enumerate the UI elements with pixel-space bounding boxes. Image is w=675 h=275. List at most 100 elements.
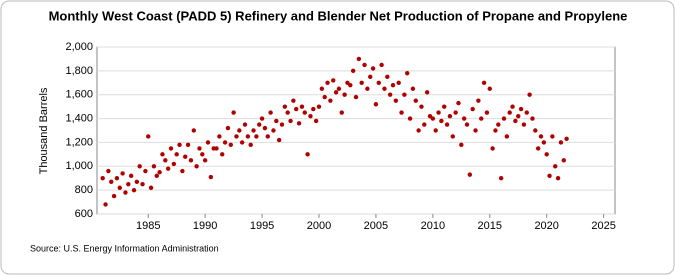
point [140, 181, 145, 187]
point [444, 122, 450, 127]
point [419, 104, 424, 109]
point [544, 152, 549, 157]
point [467, 172, 473, 177]
point [410, 86, 416, 91]
point [399, 110, 404, 115]
point [313, 118, 319, 124]
point [291, 98, 296, 103]
point [530, 116, 535, 121]
point [405, 71, 410, 76]
point [430, 116, 436, 121]
point [191, 128, 196, 133]
point [271, 128, 276, 133]
point [126, 181, 131, 187]
point [285, 110, 290, 115]
y-tick-label: 1,600 [65, 89, 93, 101]
y-tick-label: 1,000 [65, 160, 93, 172]
point [197, 146, 202, 151]
point [373, 102, 379, 107]
point [561, 158, 566, 163]
point [464, 122, 470, 127]
point [222, 140, 228, 145]
y-tick-label: 600 [75, 208, 93, 220]
point [214, 146, 219, 151]
point [433, 128, 438, 133]
point [564, 136, 569, 142]
point [262, 125, 268, 131]
point [251, 128, 256, 133]
point [134, 179, 140, 184]
point [294, 106, 299, 112]
point [171, 161, 177, 167]
point [453, 110, 458, 115]
point [365, 86, 370, 91]
point [225, 125, 231, 131]
point [356, 56, 362, 62]
point [487, 86, 492, 91]
x-tick-label: 2000 [307, 220, 331, 232]
point [109, 179, 114, 184]
point [296, 121, 302, 126]
point [288, 118, 293, 124]
point [521, 122, 527, 127]
point [393, 98, 399, 103]
point [424, 90, 430, 95]
point [322, 94, 327, 100]
point [174, 152, 179, 157]
point [461, 116, 467, 121]
point [274, 118, 279, 124]
point [527, 92, 532, 97]
point [456, 100, 461, 106]
point [413, 98, 418, 103]
point [137, 164, 142, 169]
point [333, 90, 339, 95]
point [382, 86, 387, 91]
point [442, 104, 447, 109]
plot-area [96, 46, 616, 215]
point [553, 164, 558, 169]
point [131, 187, 137, 193]
point [180, 168, 185, 174]
point [151, 164, 157, 169]
point [339, 110, 344, 115]
point [518, 106, 524, 112]
point [154, 173, 159, 179]
point [279, 122, 285, 127]
point [177, 142, 182, 148]
point [160, 152, 165, 157]
point [305, 152, 310, 157]
point [447, 113, 453, 119]
point [379, 62, 384, 68]
point [516, 113, 521, 119]
chart-title: Monthly West Coast (PADD 5) Refinery and… [49, 8, 628, 23]
point [342, 92, 347, 97]
point [168, 146, 174, 151]
point [276, 137, 282, 143]
point [558, 140, 564, 145]
x-tick-label: 1990 [193, 220, 217, 232]
point [524, 110, 529, 115]
point [220, 152, 225, 157]
x-tick-label: 1995 [250, 220, 274, 232]
point [316, 104, 322, 109]
point [268, 110, 273, 115]
point [163, 158, 168, 163]
point [368, 74, 373, 80]
point [422, 122, 427, 127]
point [331, 78, 336, 83]
x-tick-label: 1985 [136, 220, 160, 232]
point [319, 86, 325, 91]
point [535, 146, 541, 151]
point [117, 185, 122, 190]
point [188, 158, 194, 163]
point [165, 166, 171, 171]
point [490, 146, 495, 151]
point [407, 116, 413, 121]
point [390, 82, 396, 88]
y-tick-label: 2,000 [65, 41, 93, 53]
point [114, 176, 120, 181]
x-tick-label: 2010 [421, 220, 445, 232]
point [481, 80, 487, 85]
point [538, 134, 544, 139]
point [402, 92, 407, 97]
